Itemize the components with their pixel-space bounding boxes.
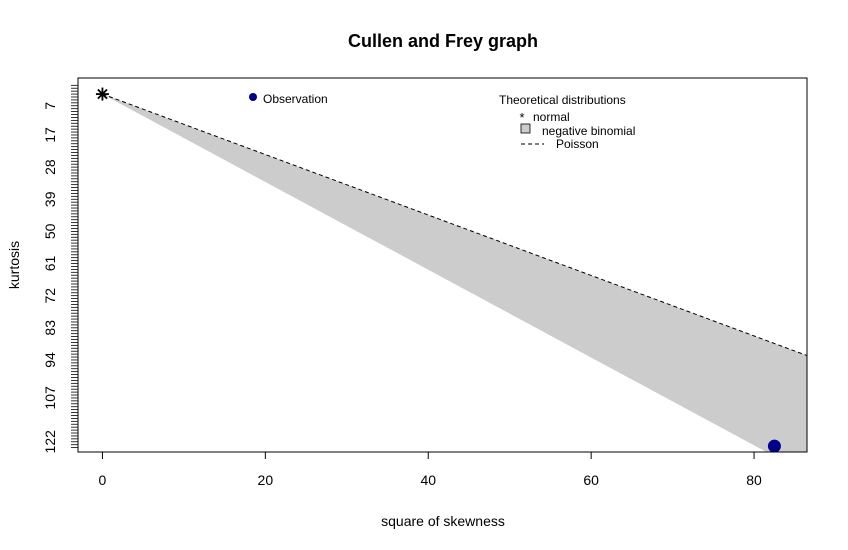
legend-normal-label: normal	[533, 110, 570, 124]
observation-point	[767, 439, 781, 452]
legend-normal-marker: *	[519, 110, 524, 125]
y-tick-label: 72	[42, 288, 58, 304]
x-tick-label: 80	[746, 472, 762, 488]
normal-marker-stroke	[97, 88, 108, 100]
y-axis: 7 17 28 39 50 61 72 83 94 107 122	[42, 84, 79, 454]
x-axis: 0 20 40 60 80	[99, 451, 762, 488]
x-tick-label: 20	[258, 472, 274, 488]
chart-title: Cullen and Frey graph	[348, 31, 538, 51]
poisson-line	[102, 93, 807, 357]
x-tick-label: 60	[583, 472, 599, 488]
normal-marker	[95, 87, 109, 101]
legend-observation: Observation	[249, 92, 328, 106]
x-axis-label: square of skewness	[381, 513, 505, 529]
y-tick-label: 39	[42, 191, 58, 207]
legend-negative-binomial-swatch	[520, 123, 531, 134]
y-tick-label: 17	[42, 127, 58, 143]
legend-negative-binomial-label: negative binomial	[542, 124, 635, 138]
y-axis-label: kurtosis	[6, 241, 22, 289]
legend-title: Theoretical distributions	[499, 93, 626, 107]
y-tick-label: 83	[42, 320, 58, 336]
legend-poisson-label: Poisson	[556, 137, 599, 151]
y-tick-label: 50	[42, 223, 58, 239]
negative-binomial-region	[102, 94, 807, 452]
y-tick-label: 94	[42, 352, 58, 368]
y-tick-label: 61	[42, 256, 58, 272]
y-tick-label: 107	[42, 386, 58, 410]
legend-observation-label: Observation	[263, 92, 328, 106]
y-tick-label: 7	[42, 102, 58, 110]
y-tick-label: 28	[42, 159, 58, 175]
legend-observation-marker	[249, 93, 257, 101]
x-tick-label: 40	[420, 472, 436, 488]
y-tick-label: 122	[42, 430, 58, 454]
x-tick-label: 0	[99, 472, 107, 488]
legend-theoretical: Theoretical distributions * normal negat…	[499, 93, 635, 151]
